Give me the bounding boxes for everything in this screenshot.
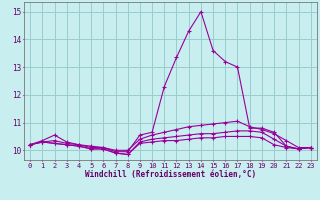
X-axis label: Windchill (Refroidissement éolien,°C): Windchill (Refroidissement éolien,°C)	[85, 170, 256, 179]
